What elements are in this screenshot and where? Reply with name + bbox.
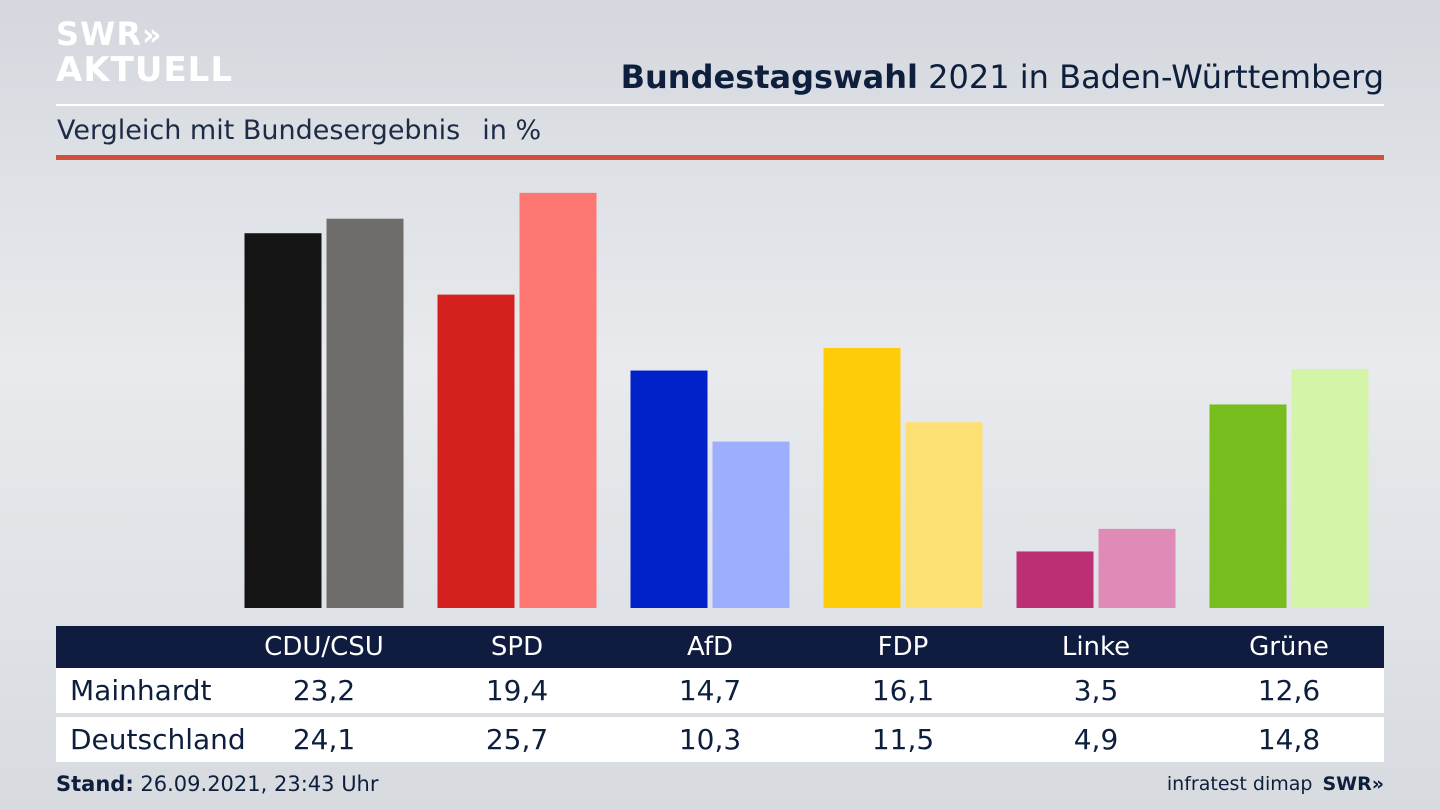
table-row-deutschland: Deutschland 24,1 25,7 10,3 11,5 4,9 14,8 — [56, 717, 1384, 762]
red-divider — [56, 155, 1384, 160]
value-deutschland-cdu-csu: 24,1 — [292, 723, 356, 756]
value-mainhardt-fdp: 16,1 — [871, 674, 935, 707]
title-bold: Bundestagswahl — [620, 58, 918, 96]
table-row-mainhardt: Mainhardt 23,2 19,4 14,7 16,1 3,5 12,6 — [56, 668, 1384, 713]
value-deutschland-fdp: 11,5 — [871, 723, 935, 756]
unit-label: in % — [482, 115, 542, 146]
value-mainhardt-spd: 19,4 — [485, 674, 549, 707]
column-header-spd: SPD — [490, 632, 544, 662]
bar-spd-deutschland — [519, 192, 597, 608]
value-deutschland-afd: 10,3 — [678, 723, 742, 756]
value-mainhardt-afd: 14,7 — [678, 674, 742, 707]
value-deutschland-linke: 4,9 — [1073, 723, 1119, 756]
value-mainhardt-cdu-csu: 23,2 — [292, 674, 356, 707]
title-rest: 2021 in Baden-Württemberg — [928, 58, 1384, 96]
timestamp: Stand: 26.09.2021, 23:43 Uhr — [56, 772, 379, 796]
column-header-fdp: FDP — [877, 632, 929, 662]
bar-gr-ne-mainhardt — [1209, 404, 1287, 608]
bar-fdp-mainhardt — [823, 347, 901, 608]
column-header-linke: Linke — [1061, 632, 1131, 662]
value-mainhardt-gr-ne: 12,6 — [1257, 674, 1321, 707]
source-credit: infratest dimap SWR» — [1167, 773, 1384, 795]
bar-linke-deutschland — [1098, 528, 1176, 608]
stand-value: 26.09.2021, 23:43 Uhr — [140, 772, 379, 796]
stand-label: Stand: — [56, 772, 134, 796]
value-mainhardt-linke: 3,5 — [1073, 674, 1119, 707]
swr-aktuell-logo: SWR» AKTUELL — [56, 15, 234, 90]
row-label: Deutschland — [70, 723, 246, 756]
bar-spd-mainhardt — [437, 294, 515, 608]
value-deutschland-spd: 25,7 — [485, 723, 549, 756]
bar-cdu-csu-mainhardt — [244, 233, 322, 608]
bar-chart — [244, 192, 1369, 608]
column-header-cdu-csu: CDU/CSU — [264, 632, 384, 662]
source-label: infratest dimap — [1166, 773, 1313, 795]
bar-cdu-csu-deutschland — [326, 218, 404, 608]
bar-fdp-deutschland — [905, 422, 983, 608]
column-header-afd: AfD — [686, 632, 734, 662]
subtitle-text: Vergleich mit Bundesergebnis — [57, 115, 461, 146]
bar-afd-deutschland — [712, 441, 790, 608]
value-deutschland-gr-ne: 14,8 — [1257, 723, 1321, 756]
swr-logo: SWR» — [1322, 773, 1384, 795]
results-table: CDU/CSU SPD AfD FDP Linke Grüne Mainhardt 23,… — [56, 626, 1384, 762]
bar-afd-mainhardt — [630, 370, 708, 608]
column-header-gr-ne: Grüne — [1249, 632, 1329, 662]
bar-gr-ne-deutschland — [1291, 368, 1369, 608]
chart-title: Bundestagswahl 2021 in Baden-Württemberg — [621, 58, 1384, 96]
title-divider — [56, 104, 1384, 106]
row-label: Mainhardt — [70, 674, 212, 707]
table-header: CDU/CSU SPD AfD FDP Linke Grüne — [56, 626, 1384, 668]
bar-linke-mainhardt — [1016, 551, 1094, 608]
chart-subtitle: Vergleich mit Bundesergebnis in % — [57, 115, 541, 146]
